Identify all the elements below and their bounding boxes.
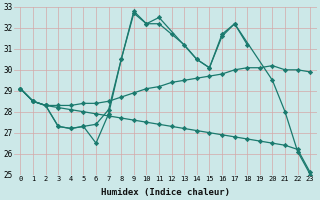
X-axis label: Humidex (Indice chaleur): Humidex (Indice chaleur) bbox=[101, 188, 230, 197]
